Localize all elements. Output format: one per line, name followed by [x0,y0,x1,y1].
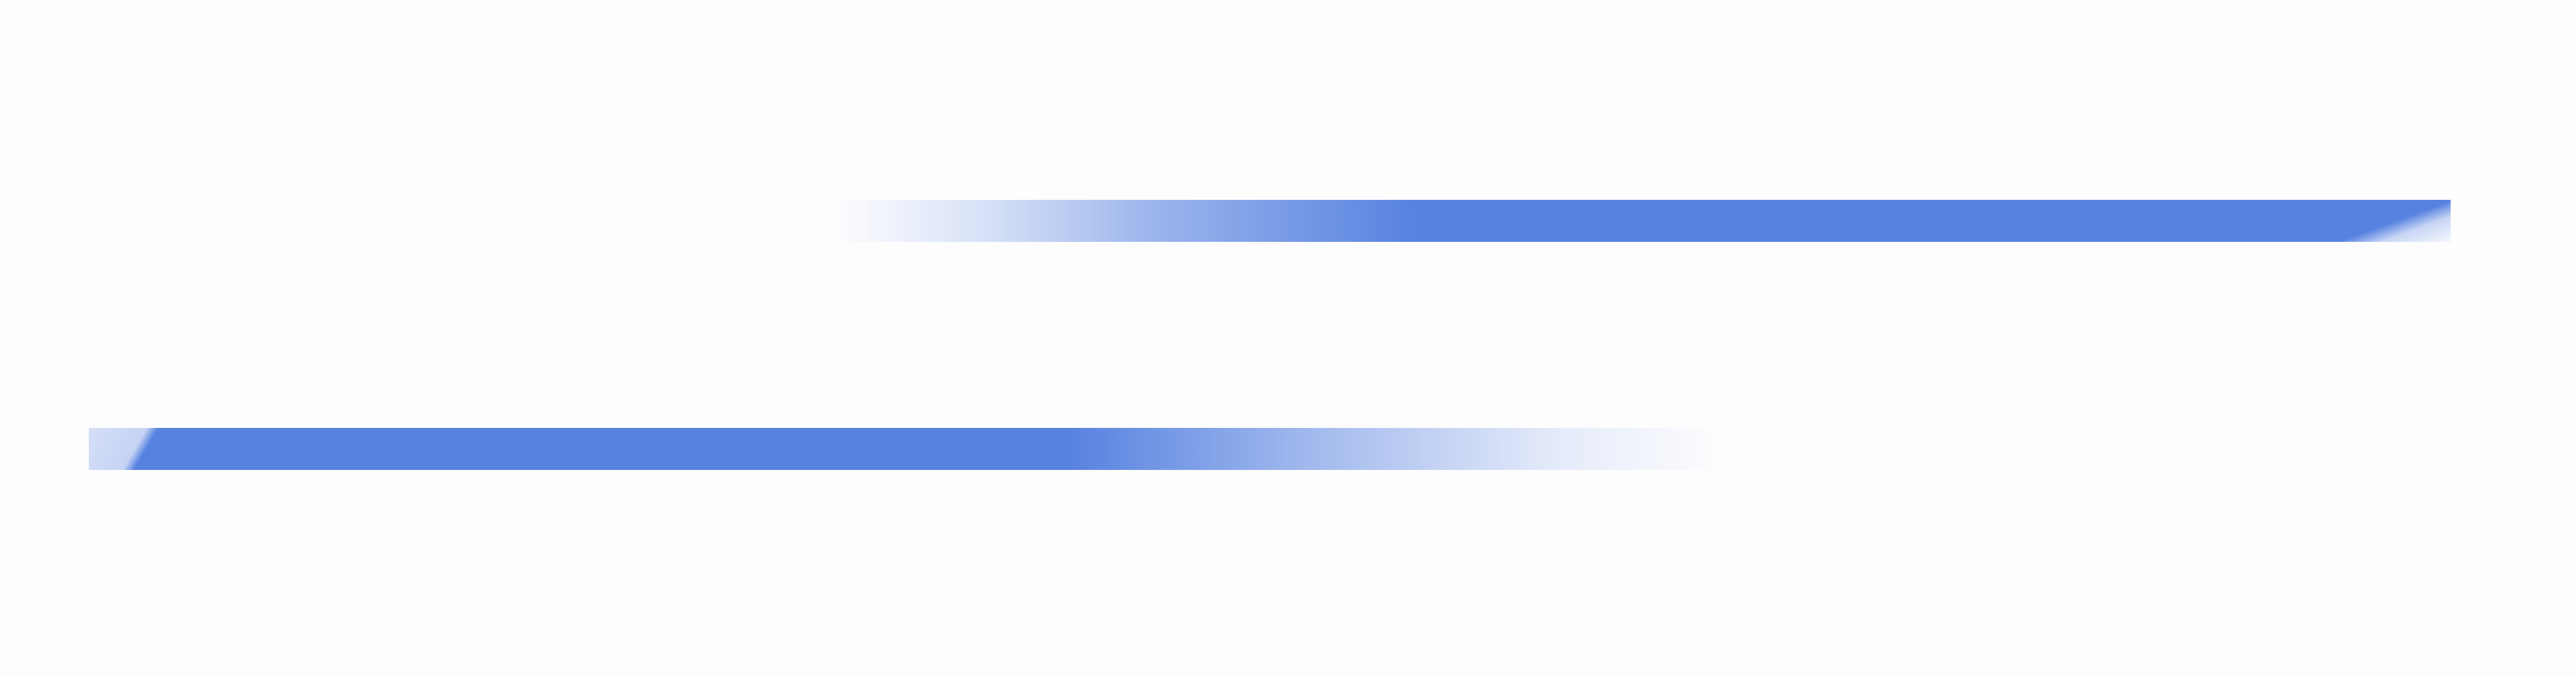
upper-gradient-stripe [837,200,2451,242]
lower-gradient-stripe [89,428,1721,470]
